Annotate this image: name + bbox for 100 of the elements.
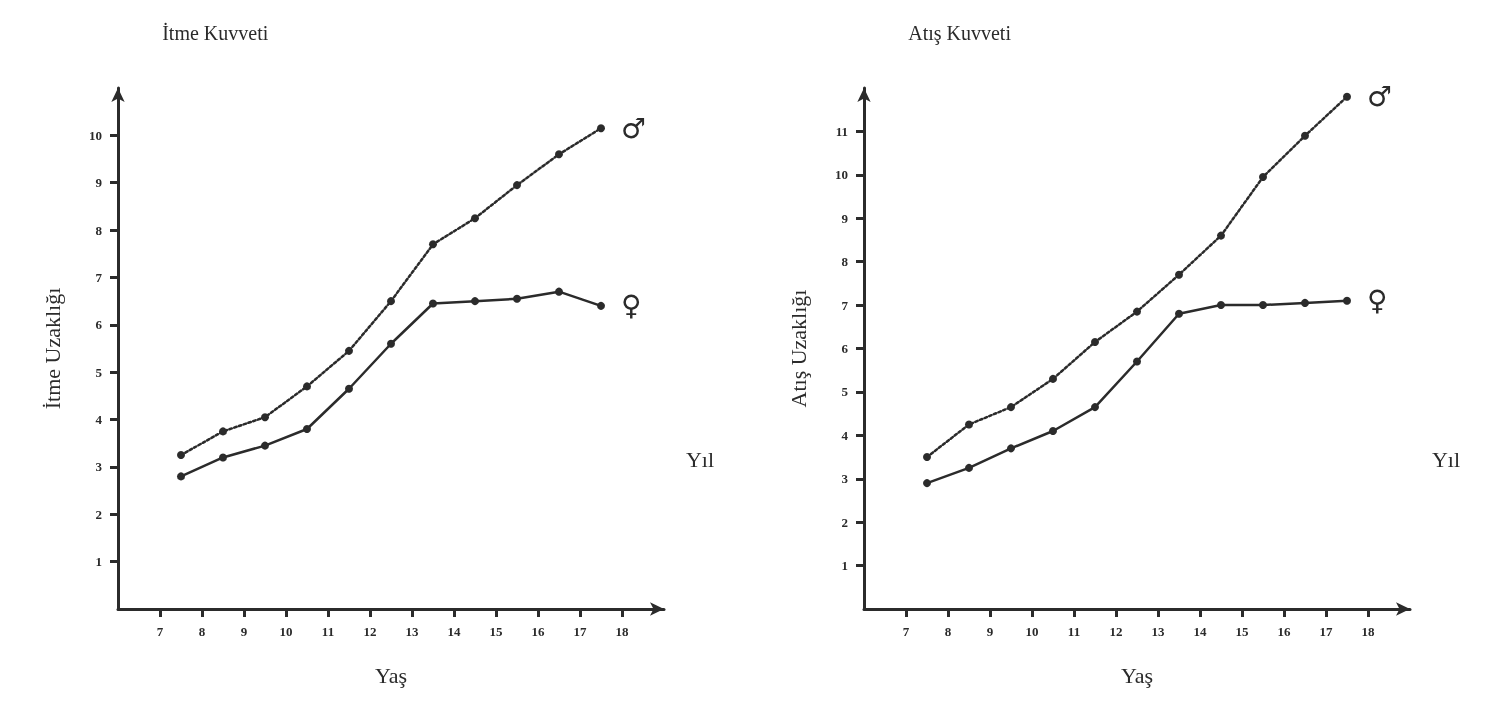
x-tick-label: 11 bbox=[321, 624, 335, 639]
x-tick-label: 10 bbox=[1025, 624, 1039, 639]
y-tick-label: 5 bbox=[841, 384, 849, 400]
x-tick-label: 18 bbox=[615, 624, 629, 639]
point bbox=[1217, 231, 1225, 240]
point bbox=[965, 463, 973, 472]
x-tick-label: 11 bbox=[1067, 624, 1081, 639]
y-tick-label: 1 bbox=[841, 558, 848, 574]
point bbox=[1259, 173, 1267, 181]
point bbox=[555, 287, 563, 296]
y-tick-label: 2 bbox=[95, 506, 102, 522]
series-label: ♂ bbox=[1367, 80, 1393, 114]
point bbox=[429, 240, 437, 249]
point bbox=[513, 294, 521, 303]
point bbox=[345, 346, 353, 355]
x-tick-label: 14 bbox=[447, 624, 461, 639]
point bbox=[471, 297, 479, 306]
point bbox=[345, 384, 353, 393]
point bbox=[303, 425, 311, 434]
series-label: ♀ bbox=[1367, 284, 1388, 318]
point bbox=[177, 451, 185, 460]
x-tick-label: 15 bbox=[1235, 624, 1249, 639]
y-tick-label: 10 bbox=[89, 127, 102, 143]
x-tick-label: 9 bbox=[240, 624, 248, 639]
x-axis-title: Yaş bbox=[374, 662, 408, 688]
text: Yıl bbox=[1431, 446, 1461, 472]
x-axis-title: Yaş bbox=[1120, 662, 1154, 688]
x-tick-label: 10 bbox=[279, 624, 293, 639]
x-tick-label: 17 bbox=[573, 624, 587, 639]
series-label: ♀ bbox=[621, 289, 642, 323]
point bbox=[1133, 357, 1141, 366]
point bbox=[1175, 309, 1183, 318]
y-tick-label: 5 bbox=[95, 364, 103, 380]
point bbox=[513, 181, 521, 190]
y-tick-label: 9 bbox=[841, 210, 849, 226]
x-tick-label: 14 bbox=[1193, 624, 1207, 639]
chart-title: İtme Kuvveti bbox=[162, 22, 269, 44]
x-tick-label: 16 bbox=[531, 624, 545, 639]
point bbox=[1049, 426, 1057, 435]
point bbox=[261, 441, 269, 450]
point bbox=[1301, 298, 1309, 307]
x-tick-label: 15 bbox=[489, 624, 503, 639]
point bbox=[923, 453, 931, 462]
point bbox=[597, 124, 605, 133]
point bbox=[177, 472, 185, 481]
point bbox=[387, 297, 395, 306]
point bbox=[1343, 92, 1351, 101]
point bbox=[1217, 301, 1225, 310]
x-tick-label: 18 bbox=[1361, 624, 1375, 639]
point bbox=[923, 479, 931, 488]
point bbox=[261, 413, 269, 422]
y-tick-label: 11 bbox=[835, 123, 848, 139]
y-tick-label: 3 bbox=[95, 459, 103, 475]
text: Yıl bbox=[685, 446, 715, 472]
y-tick-label: 4 bbox=[95, 412, 103, 428]
point bbox=[429, 299, 437, 308]
y-tick-label: 2 bbox=[841, 514, 848, 530]
point bbox=[1007, 403, 1015, 412]
point bbox=[1049, 374, 1057, 383]
x-tick-label: 16 bbox=[1277, 624, 1291, 639]
x-tick-label: 17 bbox=[1319, 624, 1333, 639]
point bbox=[1301, 131, 1309, 140]
y-axis-title: İtme Uzaklığı bbox=[39, 287, 65, 410]
point bbox=[1259, 301, 1267, 310]
y-tick-label: 8 bbox=[841, 254, 849, 270]
point bbox=[1091, 403, 1099, 412]
point bbox=[555, 150, 563, 159]
x-tick-label: 13 bbox=[405, 624, 419, 639]
point bbox=[471, 214, 479, 223]
y-axis-title: Atış Uzaklığı bbox=[785, 289, 811, 408]
x-tick-label: 9 bbox=[986, 624, 994, 639]
point bbox=[1091, 337, 1099, 346]
point bbox=[303, 382, 311, 391]
x-tick-label: 13 bbox=[1151, 624, 1165, 639]
x-tick-label: 12 bbox=[363, 624, 377, 639]
y-tick-label: 8 bbox=[95, 222, 103, 238]
x-tick-label: 8 bbox=[198, 624, 206, 639]
y-tick-label: 4 bbox=[841, 427, 849, 443]
y-tick-label: 1 bbox=[95, 554, 102, 570]
x-tick-label: 12 bbox=[1109, 624, 1123, 639]
point bbox=[387, 339, 395, 348]
point bbox=[1007, 444, 1015, 453]
point bbox=[597, 301, 605, 310]
point bbox=[1343, 296, 1351, 305]
y-tick-label: 6 bbox=[841, 341, 849, 356]
point bbox=[219, 427, 227, 436]
point bbox=[219, 453, 227, 462]
point bbox=[965, 420, 973, 429]
x-tick-label: 8 bbox=[944, 624, 952, 639]
point bbox=[1133, 307, 1141, 316]
chart-title: Atış Kuvveti bbox=[908, 22, 1012, 45]
y-tick-label: 9 bbox=[95, 175, 103, 191]
y-tick-label: 7 bbox=[95, 269, 103, 285]
x-tick-label: 7 bbox=[156, 624, 164, 639]
y-tick-label: 10 bbox=[835, 167, 848, 183]
y-tick-label: 3 bbox=[841, 471, 849, 487]
point bbox=[1175, 270, 1183, 279]
y-tick-label: 6 bbox=[95, 317, 103, 333]
y-tick-label: 7 bbox=[841, 297, 849, 313]
series-label: ♂ bbox=[621, 111, 647, 145]
